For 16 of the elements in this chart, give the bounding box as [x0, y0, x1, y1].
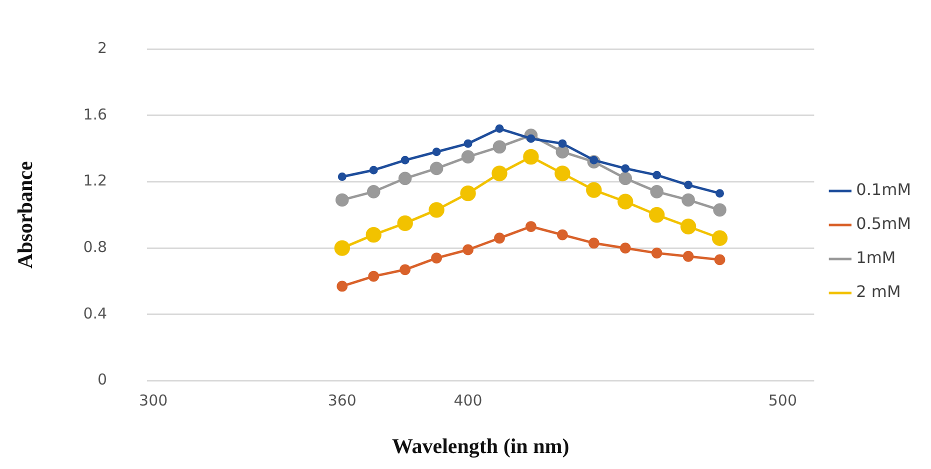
- y-tick-label: 0.8: [83, 238, 108, 256]
- x-axis-title: Wavelength (in nm): [392, 434, 570, 458]
- y-tick-label: 0: [98, 370, 108, 389]
- x-tick-label: 400: [454, 392, 482, 410]
- y-axis-title: Absorbance: [13, 161, 38, 269]
- x-tick-label: 300: [139, 392, 168, 410]
- x-tick-label: 360: [328, 392, 356, 410]
- y-tick-label: 1.2: [83, 172, 108, 190]
- y-tick-label: 1.6: [83, 105, 108, 124]
- x-tick-label: 500: [768, 392, 798, 410]
- y-tick-label: 0.4: [83, 304, 108, 322]
- legend-label: 1mM: [856, 248, 896, 268]
- legend-label: 2 mM: [856, 282, 901, 302]
- legend-label: 0.5mM: [856, 214, 912, 234]
- legend-label: 0.1mM: [856, 180, 912, 200]
- y-tick-label: 2: [98, 38, 108, 57]
